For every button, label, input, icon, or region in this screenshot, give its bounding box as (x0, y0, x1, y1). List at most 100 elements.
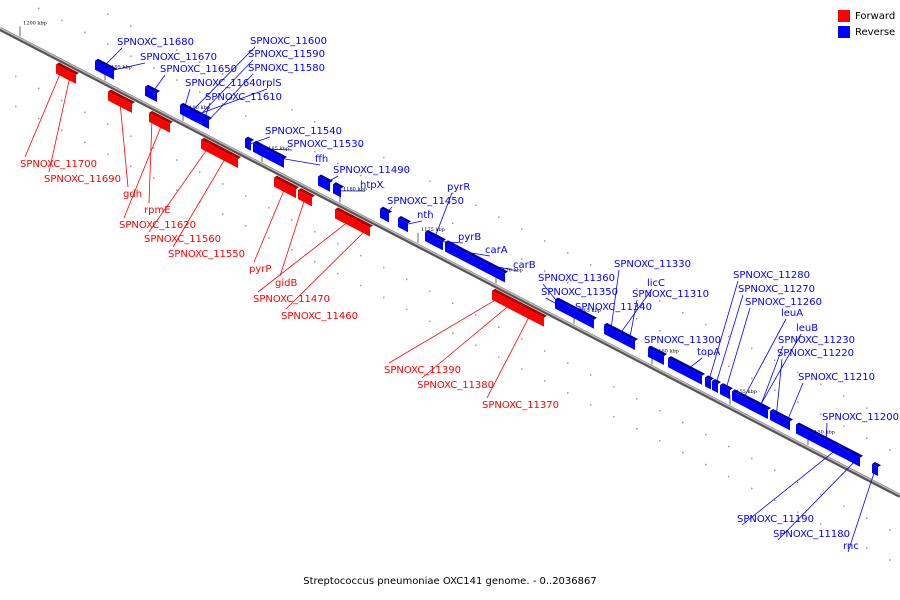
guide-dot (199, 91, 201, 93)
guide-dot (521, 338, 523, 340)
guide-dot (475, 344, 477, 346)
gene-label: SPNOXC_11380 (417, 380, 494, 391)
label-leader (148, 147, 209, 233)
guide-dot (429, 210, 431, 213)
gene-label: SPNOXC_11230 (778, 335, 855, 346)
guide-dot (544, 380, 546, 382)
guide-dot (728, 335, 730, 338)
gene-block (100, 63, 114, 80)
guide-dot (889, 419, 891, 421)
gene-label: SPNOXC_11620 (119, 220, 196, 231)
forward-swatch (838, 10, 850, 22)
guide-dot (452, 332, 454, 335)
gene-reverse (648, 345, 667, 366)
guide-dot (268, 127, 270, 129)
gene-block (492, 290, 504, 307)
gene-label: SPNOXC_11390 (384, 365, 461, 376)
guide-dot (843, 535, 845, 537)
guide-dot (682, 421, 684, 424)
gene-block (180, 104, 187, 118)
guide-dot (130, 25, 132, 27)
guide-dot (728, 475, 730, 478)
guide-dot (15, 105, 17, 108)
gene-reverse (145, 84, 160, 102)
gene-label: SPNOXC_11530 (287, 139, 364, 150)
label-leader (285, 229, 367, 310)
gene-forward (335, 207, 366, 233)
gene-reverse (712, 378, 721, 394)
gene-label: SPNOXC_11590 (248, 49, 325, 60)
guide-dot (590, 374, 592, 376)
gene-forward (201, 137, 218, 157)
gene-reverse (582, 311, 597, 329)
gene-reverse (770, 409, 785, 427)
tick-label: 1170 kbp (499, 267, 523, 273)
guide-dot (337, 242, 339, 245)
label-leader (775, 358, 783, 419)
gene-block-top (852, 451, 863, 458)
gene-forward (298, 188, 315, 207)
gene-block-top (445, 240, 508, 274)
gene-block (201, 139, 215, 157)
gene-block (274, 177, 296, 199)
gene-block-top (732, 389, 755, 402)
gene-reverse (705, 375, 714, 390)
guide-dot (774, 389, 776, 392)
gene-label: SPNOXC_11580 (248, 63, 325, 74)
reverse-swatch (838, 26, 850, 38)
label-leader (253, 187, 286, 263)
gene-block (504, 297, 516, 313)
label-leader (741, 449, 837, 526)
guide-dot (544, 240, 546, 242)
tick-marks: 1200 kbp 1195 kbp 1190 kbp 1185 kbp 1180 kbp… (19, 20, 835, 446)
gene-label: SPNOXC_11680 (117, 37, 194, 48)
label-leader (724, 307, 751, 393)
guide-dot (222, 73, 224, 75)
guide-dot (153, 37, 155, 39)
guide-dot (843, 425, 845, 427)
guide-dot (245, 195, 247, 197)
guide-dot (728, 365, 730, 368)
guide-dot (774, 499, 776, 502)
gene-forward (154, 113, 173, 133)
gene-reverse (668, 356, 705, 385)
label-leader (172, 157, 227, 248)
tick-label: 1185 kbp (265, 146, 289, 152)
gene-label: SPNOXC_11560 (144, 234, 221, 245)
label-leader (48, 76, 71, 173)
gene-block (253, 142, 259, 155)
guide-dot (107, 123, 109, 126)
label-leader (388, 298, 499, 364)
label-leader (247, 136, 271, 146)
gene-label: rplS (262, 78, 282, 89)
guide-dot (314, 150, 316, 153)
guide-dot (383, 296, 385, 299)
guide-dot (107, 43, 109, 46)
guide-dot (590, 404, 592, 406)
gene-block (782, 417, 790, 431)
guide-dot (567, 282, 569, 284)
guide-dot (84, 111, 86, 114)
gene-block (712, 380, 718, 394)
guide-dot (498, 246, 500, 248)
guide-dot (590, 264, 592, 266)
gene-block (796, 424, 856, 465)
gene-reverse (782, 415, 793, 431)
label-leader (757, 333, 802, 410)
guide-dot (613, 276, 615, 278)
guide-dot (314, 230, 316, 233)
guide-dot (751, 457, 753, 460)
gene-label: SPNOXC_11360 (538, 273, 615, 284)
guide-dot (15, 75, 17, 78)
gene-label: pyrB (458, 232, 481, 243)
gene-label: SPNOXC_11220 (777, 348, 854, 359)
gene-label: nth (417, 210, 434, 221)
guide-dot (797, 511, 799, 514)
tick-label: 1200 kbp (23, 20, 47, 26)
guide-dot (153, 147, 155, 149)
gene-label: SPNOXC_11330 (614, 259, 691, 270)
gene-label: pyrP (249, 264, 271, 275)
guide-dot (866, 437, 868, 439)
guide-dot (636, 428, 638, 430)
